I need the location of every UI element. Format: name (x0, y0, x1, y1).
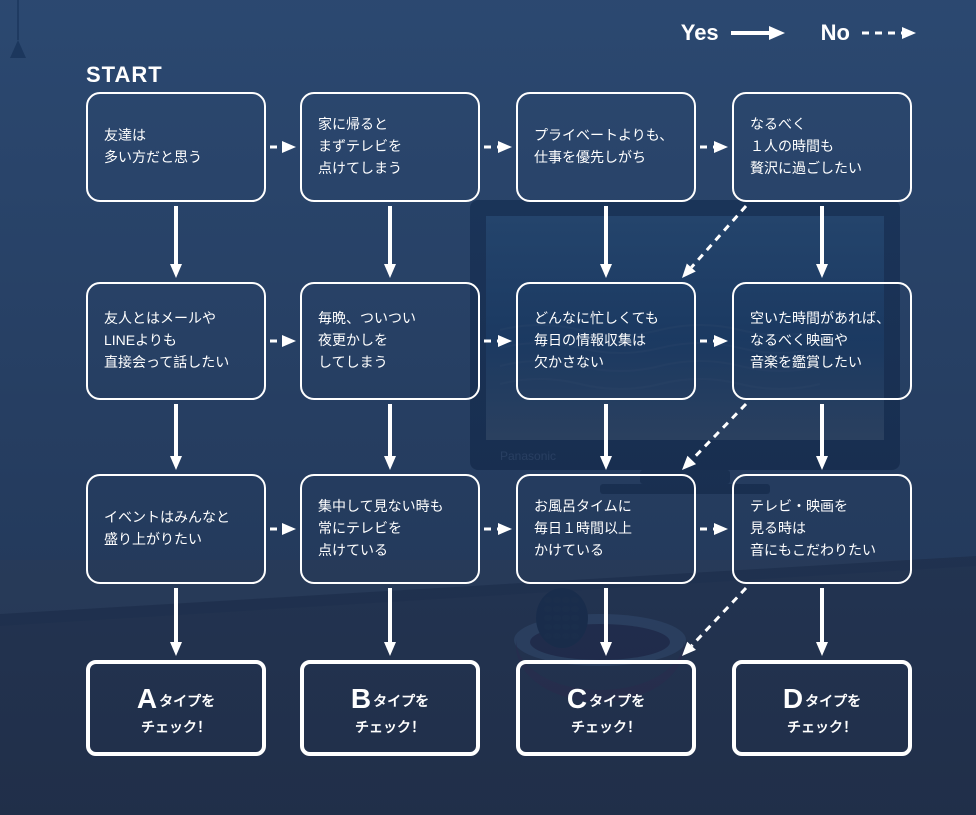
question-box: 友人とはメールや LINEよりも 直接会って話したい (86, 282, 266, 400)
legend-yes-label: Yes (681, 20, 719, 46)
question-box: 毎晩、ついつい 夜更かしを してしまう (300, 282, 480, 400)
question-box: 友達は 多い方だと思う (86, 92, 266, 202)
result-text: チェック！ (355, 719, 425, 735)
result-text: タイプを (589, 693, 645, 709)
legend-yes: Yes (681, 20, 785, 46)
start-label: START (86, 62, 163, 88)
result-text: タイプを (805, 693, 861, 709)
question-box: 集中して見ない時も 常にテレビを 点けている (300, 474, 480, 584)
result-letter: C (567, 683, 587, 714)
legend-no-label: No (821, 20, 850, 46)
result-text: チェック！ (141, 719, 211, 735)
legend-yes-arrow-icon (729, 24, 785, 42)
question-box: どんなに忙しくても 毎日の情報収集は 欠かさない (516, 282, 696, 400)
result-box-A[interactable]: Aタイプをチェック！ (86, 660, 266, 756)
question-box: 空いた時間があれば、 なるべく映画や 音楽を鑑賞したい (732, 282, 912, 400)
result-letter: B (351, 683, 371, 714)
result-text: タイプを (373, 693, 429, 709)
legend-no-arrow-icon (860, 24, 916, 42)
result-box-B[interactable]: Bタイプをチェック！ (300, 660, 480, 756)
result-text: チェック！ (787, 719, 857, 735)
flowchart-stage: Panasonic Yes No START 友達は 多い方だと思う家に帰ると … (0, 0, 976, 815)
question-box: イベントはみんなと 盛り上がりたい (86, 474, 266, 584)
legend-no: No (821, 20, 916, 46)
result-box-C[interactable]: Cタイプをチェック！ (516, 660, 696, 756)
question-box: なるべく １人の時間も 贅沢に過ごしたい (732, 92, 912, 202)
result-letter: D (783, 683, 803, 714)
result-box-D[interactable]: Dタイプをチェック！ (732, 660, 912, 756)
result-text: タイプを (159, 693, 215, 709)
question-box: お風呂タイムに 毎日１時間以上 かけている (516, 474, 696, 584)
result-letter: A (137, 683, 157, 714)
result-text: チェック！ (571, 719, 641, 735)
question-box: プライベートよりも、 仕事を優先しがち (516, 92, 696, 202)
question-box: 家に帰ると まずテレビを 点けてしまう (300, 92, 480, 202)
legend: Yes No (681, 20, 916, 46)
question-box: テレビ・映画を 見る時は 音にもこだわりたい (732, 474, 912, 584)
